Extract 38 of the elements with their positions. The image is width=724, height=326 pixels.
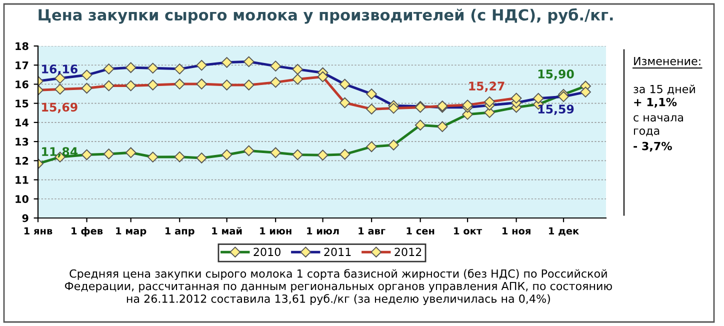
annotation: 15,90 [538,70,574,80]
y-tick-label: 17 [16,61,28,70]
annotation: 16,16 [42,64,78,75]
y-tick-label: 15 [16,100,28,108]
x-tick-label: 1 апр [166,227,194,236]
annotation: 15,59 [538,104,574,116]
x-tick-label: 1 июн [260,227,292,235]
y-tick-label: 18 [16,42,28,50]
y-tick-label: 9 [22,214,28,222]
legend-label: 2012 [394,248,422,256]
text: + 1,1% [634,98,677,108]
annotation: 15,69 [42,102,78,114]
y-tick-label: 14 [16,118,28,126]
x-tick-label: 1 дек [549,227,579,236]
annotation: 11,84 [42,147,78,158]
x-tick-label: 1 фев [72,227,103,236]
annotation: 15,27 [469,82,504,92]
y-tick-label: 10 [16,195,28,203]
y-tick-label: 16 [16,80,28,88]
y-tick-label: 12 [16,156,28,165]
text: Средняя цена закупки сырого молока 1 сорта базисной жирности (без НДС) по Российской Федерации, рассчитанная по данным региональных органов управления АПК, по состоянию на 26.11.2012 составила 13,61 руб./кг (за неделю увеличилась на 0,4%) [64,268,612,306]
x-tick-label: 1 май [212,226,242,235]
x-tick-label: 1 мар [116,227,146,236]
x-tick-label: 1 июл [307,227,339,235]
chart-title: Цена закупки сырого молока у производителей (с НДС), руб./кг. [38,8,613,24]
x-tick-label: 1 сен [406,227,434,235]
x-tick-label: 1 авг [358,227,386,235]
legend-label: 2011 [324,248,351,256]
legend-label: 2010 [254,248,280,256]
text: - 3,7% [634,142,672,152]
text: Изменение: [634,56,700,66]
text: за 15 дней [634,84,695,95]
text: с начала года [634,115,683,136]
y-tick-label: 13 [16,138,28,146]
x-tick-label: 1 окт [454,227,482,235]
y-tick-label: 11 [16,176,28,184]
x-tick-label: 1 ноя [502,227,530,235]
x-tick-label: 1 янв [24,227,52,234]
